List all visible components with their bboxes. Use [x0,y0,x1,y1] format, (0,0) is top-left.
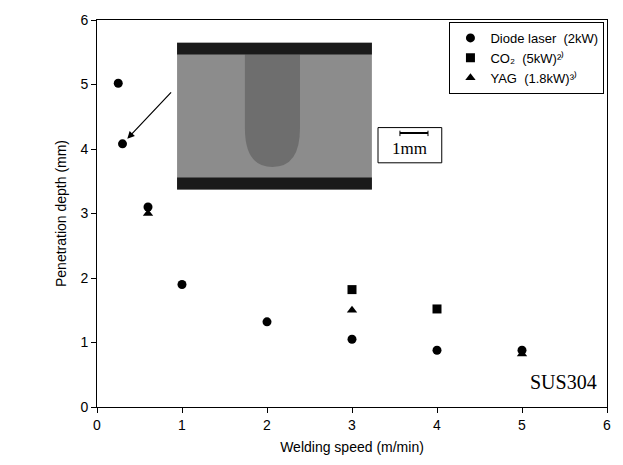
svg-text:5: 5 [80,76,88,92]
svg-text:1mm: 1mm [392,139,427,158]
svg-text:Penetration depth (mm): Penetration depth (mm) [53,140,69,287]
svg-text:0: 0 [80,399,88,415]
svg-text:CO₂ (5kW)²⁾: CO₂ (5kW)²⁾ [490,51,564,66]
svg-text:5: 5 [518,417,526,433]
svg-text:4: 4 [80,141,88,157]
svg-text:SUS304: SUS304 [530,371,597,393]
svg-text:Diode laser (2kW): Diode laser (2kW) [490,31,598,46]
svg-text:4: 4 [433,417,441,433]
svg-text:1: 1 [80,334,88,350]
svg-text:Welding speed (m/min): Welding speed (m/min) [280,439,424,455]
svg-text:3: 3 [348,417,356,433]
svg-text:1: 1 [178,417,186,433]
svg-text:YAG (1.8kW)³⁾: YAG (1.8kW)³⁾ [490,71,577,86]
svg-text:0: 0 [93,417,101,433]
svg-text:2: 2 [80,270,88,286]
svg-text:6: 6 [603,417,611,433]
svg-text:3: 3 [80,205,88,221]
svg-text:6: 6 [80,12,88,28]
svg-text:2: 2 [263,417,271,433]
